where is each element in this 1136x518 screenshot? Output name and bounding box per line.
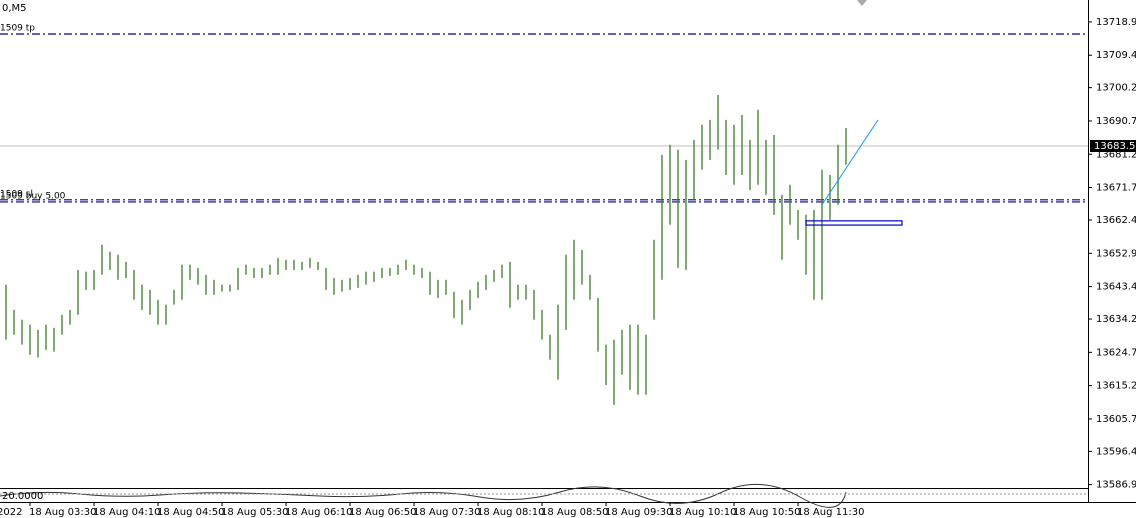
y-tick-label: 13681.20 bbox=[1096, 149, 1136, 160]
y-tick-label: 13615.20 bbox=[1096, 381, 1136, 392]
x-tick-label: 18 Aug 11:30 bbox=[797, 507, 864, 518]
order-label: 1509 sl bbox=[0, 189, 33, 199]
x-tick-label: 2022 bbox=[0, 507, 22, 518]
zone-rectangle bbox=[805, 220, 903, 226]
x-tick-label: 18 Aug 06:50 bbox=[349, 507, 416, 518]
shift-marker bbox=[857, 0, 867, 6]
indicator-label: 20.0000 bbox=[2, 491, 43, 502]
x-tick-label: 18 Aug 10:10 bbox=[669, 507, 736, 518]
y-tick-label: 13643.45 bbox=[1096, 282, 1136, 293]
x-tick-label: 18 Aug 08:10 bbox=[477, 507, 544, 518]
y-tick-label: 13671.70 bbox=[1096, 183, 1136, 194]
x-tick-label: 18 Aug 03:30 bbox=[29, 507, 96, 518]
order-label: 1509 tp bbox=[0, 24, 35, 34]
x-tick-label: 18 Aug 06:10 bbox=[285, 507, 352, 518]
x-tick-label: 18 Aug 04:10 bbox=[93, 507, 160, 518]
y-tick-label: 13700.20 bbox=[1096, 83, 1136, 94]
y-tick-label: 13586.95 bbox=[1096, 480, 1136, 491]
x-tick-label: 18 Aug 05:30 bbox=[221, 507, 288, 518]
x-tick-label: 18 Aug 07:30 bbox=[413, 507, 480, 518]
price-box bbox=[1090, 140, 1136, 153]
y-tick-label: 13690.70 bbox=[1096, 116, 1136, 127]
order-label: 1509 buy 5.00 bbox=[0, 191, 66, 201]
x-tick-label: 18 Aug 08:50 bbox=[541, 507, 608, 518]
y-tick-label: 13718.95 bbox=[1096, 17, 1136, 28]
y-tick-label: 13596.45 bbox=[1096, 446, 1136, 457]
y-tick-label: 13662.45 bbox=[1096, 215, 1136, 226]
y-tick-label: 13624.70 bbox=[1096, 347, 1136, 358]
y-tick-label: 13652.95 bbox=[1096, 248, 1136, 259]
y-tick-label: 13709.45 bbox=[1096, 50, 1136, 61]
chart-title: 0,M5 bbox=[2, 3, 27, 14]
x-tick-label: 18 Aug 04:50 bbox=[157, 507, 224, 518]
x-tick-label: 18 Aug 10:50 bbox=[733, 507, 800, 518]
y-tick-label: 13634.20 bbox=[1096, 314, 1136, 325]
y-tick-label: 13605.70 bbox=[1096, 414, 1136, 425]
price-label: 13683.55 bbox=[1094, 141, 1136, 152]
x-tick-label: 18 Aug 09:30 bbox=[605, 507, 672, 518]
trend-line bbox=[821, 119, 879, 206]
